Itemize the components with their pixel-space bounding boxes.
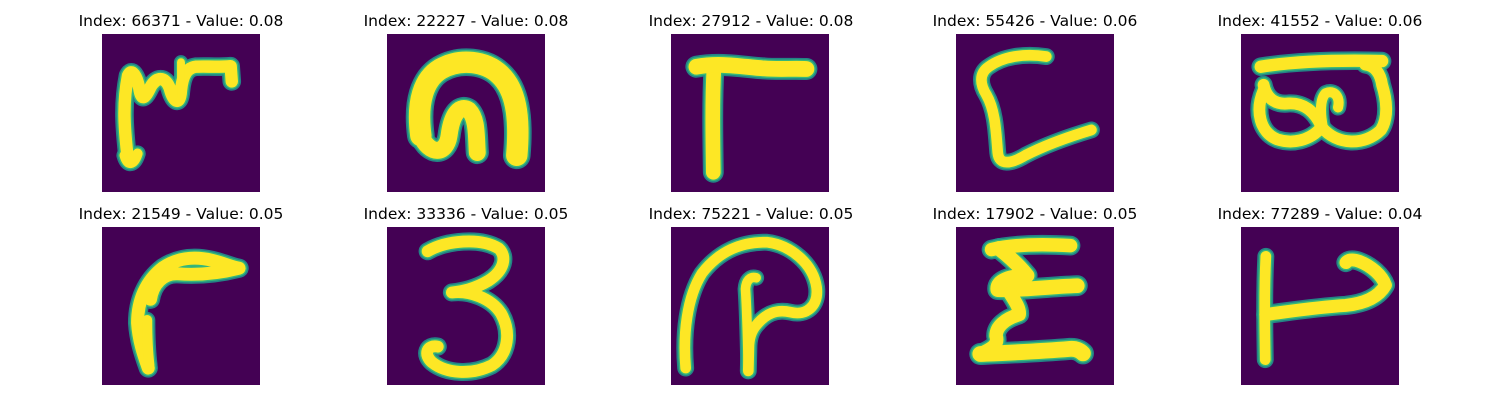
glyph-stroke bbox=[119, 148, 143, 168]
glyph-m-image bbox=[102, 34, 260, 192]
glyph-stroke bbox=[976, 49, 1097, 168]
glyph-e-image bbox=[956, 227, 1114, 385]
glyph-b-image bbox=[1241, 34, 1399, 192]
panel-image-9 bbox=[956, 227, 1114, 385]
panel-title: Index: 22227 - Value: 0.08 bbox=[363, 12, 569, 30]
glyph-p-image bbox=[671, 227, 829, 385]
glyph-stroke bbox=[740, 272, 762, 376]
glyph-stroke bbox=[131, 251, 246, 375]
glyph-r-flag-image bbox=[102, 227, 260, 385]
glyph-stroke bbox=[1315, 87, 1344, 133]
panel-title: Index: 17902 - Value: 0.05 bbox=[932, 205, 1138, 223]
glyph-stroke bbox=[118, 59, 238, 162]
panel-title: Index: 66371 - Value: 0.08 bbox=[78, 12, 284, 30]
glyph-stroke bbox=[990, 241, 1085, 298]
panel-image-1 bbox=[102, 34, 260, 192]
glyph-stroke bbox=[412, 100, 486, 161]
glyph-stroke bbox=[972, 340, 1091, 362]
glyph-t-image bbox=[1241, 227, 1399, 385]
panel-image-10 bbox=[1241, 227, 1399, 385]
panel-image-4 bbox=[956, 34, 1114, 192]
panel-image-2 bbox=[387, 34, 545, 192]
panel-title: Index: 27912 - Value: 0.08 bbox=[648, 12, 854, 30]
glyph-l-image bbox=[956, 34, 1114, 192]
glyph-stroke bbox=[1259, 253, 1392, 321]
panel-title: Index: 55426 - Value: 0.06 bbox=[932, 12, 1138, 30]
glyph-stroke bbox=[688, 57, 815, 77]
glyph-stroke bbox=[421, 235, 513, 378]
glyph-stroke bbox=[1315, 58, 1393, 148]
panel-title: Index: 75221 - Value: 0.05 bbox=[648, 205, 854, 223]
glyph-n-image bbox=[387, 34, 545, 192]
glyph-stroke bbox=[142, 315, 155, 371]
panel-title: Index: 41552 - Value: 0.06 bbox=[1217, 12, 1423, 30]
panel-image-5 bbox=[1241, 34, 1399, 192]
panel-image-8 bbox=[671, 227, 829, 385]
glyph-stroke bbox=[705, 61, 722, 180]
panel-title: Index: 77289 - Value: 0.04 bbox=[1217, 205, 1423, 223]
panel-title: Index: 21549 - Value: 0.05 bbox=[78, 205, 284, 223]
panel-image-3 bbox=[671, 34, 829, 192]
glyph-r-image bbox=[671, 34, 829, 192]
panel-image-7 bbox=[387, 227, 545, 385]
panel-image-6 bbox=[102, 227, 260, 385]
glyph-stroke bbox=[679, 236, 823, 377]
glyph-3-image bbox=[387, 227, 545, 385]
glyph-stroke bbox=[408, 51, 529, 167]
panel-title: Index: 33336 - Value: 0.05 bbox=[363, 205, 569, 223]
